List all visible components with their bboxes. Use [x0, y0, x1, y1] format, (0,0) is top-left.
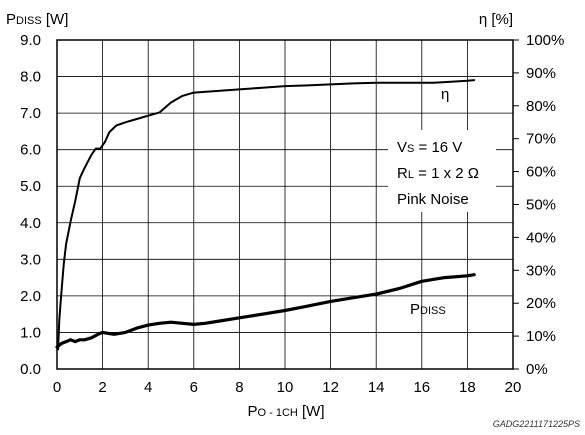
x-title-sub: O - 1CH [258, 407, 298, 419]
pdiss-label-main: P [410, 301, 420, 318]
y-left-tick-label: 2.0 [20, 288, 41, 305]
condition-vs-main: V [397, 139, 407, 156]
y-left-title-unit: [W] [42, 11, 69, 28]
y-right-tick-label: 60% [526, 164, 556, 181]
y-left-axis-title: PDISS [W] [6, 11, 68, 28]
condition-vs-rest: = 16 V [414, 139, 462, 156]
x-tick-label: 18 [459, 379, 476, 396]
y-right-axis-title: η [%] [479, 11, 513, 28]
conditions-box [388, 130, 496, 212]
y-right-tick-label: 50% [526, 197, 556, 214]
x-tick-label: 16 [413, 379, 430, 396]
eta-series-line [57, 79, 476, 351]
y-right-tick-label: 70% [526, 131, 556, 148]
x-tick-label: 10 [277, 379, 294, 396]
tick-labels: 0 2 4 6 8 10 12 14 16 18 20 0.0 1.0 2.0 3.0 4.0 5.0 6.0 7.… [20, 32, 564, 396]
condition-vs: VS = 16 V [397, 139, 462, 156]
condition-rl-rest: = 1 x 2 Ω [414, 165, 479, 182]
y-left-tick-label: 0.0 [20, 361, 41, 378]
y-left-tick-label: 9.0 [20, 32, 41, 49]
x-title-unit: [W] [298, 403, 325, 420]
x-tick-label: 14 [368, 379, 385, 396]
x-tick-label: 8 [235, 379, 243, 396]
y-left-tick-label: 6.0 [20, 142, 41, 159]
condition-rl-main: R [397, 165, 408, 182]
x-tick-label: 4 [144, 379, 152, 396]
x-axis-title: PO - 1CH [W] [247, 403, 324, 420]
y-right-tick-label: 80% [526, 98, 556, 115]
y-left-title-main: P [6, 11, 16, 28]
y-left-tick-label: 4.0 [20, 215, 41, 232]
x-tick-label: 6 [190, 379, 198, 396]
x-tick-label: 20 [505, 379, 522, 396]
y-left-tick-label: 3.0 [20, 251, 41, 268]
figure-code: GADG2211171225PS [493, 419, 580, 429]
y-right-tick-label: 90% [526, 65, 556, 82]
condition-rl-sub: L [408, 169, 414, 181]
y-right-tick-label: 0% [526, 361, 548, 378]
pdiss-label-sub: DISS [420, 305, 446, 317]
eta-series-label: η [441, 86, 449, 103]
y-right-tick-label: 100% [526, 32, 564, 49]
y-left-tick-label: 8.0 [20, 69, 41, 86]
y-left-tick-label: 7.0 [20, 105, 41, 122]
x-tick-label: 12 [322, 379, 339, 396]
x-title-main: P [247, 403, 257, 420]
condition-signal: Pink Noise [397, 191, 469, 208]
y-left-tick-label: 1.0 [20, 324, 41, 341]
y-right-tick-label: 10% [526, 328, 556, 345]
x-tick-label: 2 [98, 379, 106, 396]
condition-rl: RL = 1 x 2 Ω [397, 165, 479, 182]
y-left-title-sub: DISS [16, 15, 42, 27]
y-right-tick-label: 30% [526, 262, 556, 279]
series-layer [55, 79, 476, 351]
x-tick-label: 0 [53, 379, 61, 396]
pdiss-series-line [55, 273, 476, 349]
y-right-tick-label: 40% [526, 229, 556, 246]
pdiss-series-label: PDISS [410, 301, 446, 318]
y-left-tick-label: 5.0 [20, 178, 41, 195]
condition-vs-sub: S [407, 143, 414, 155]
y-right-tick-label: 20% [526, 295, 556, 312]
